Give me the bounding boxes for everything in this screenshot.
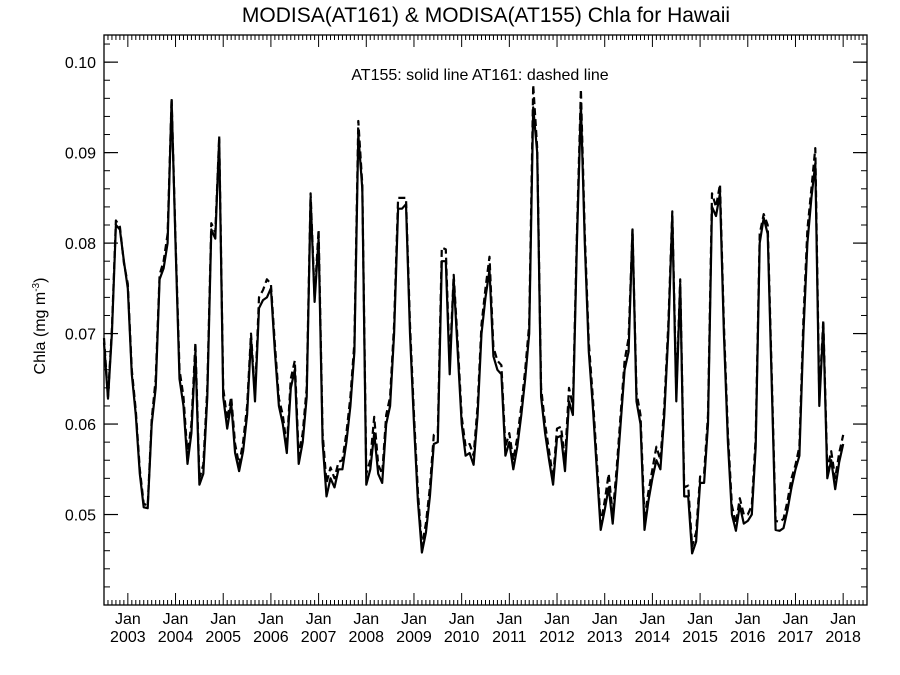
y-tick-label: 0.05 xyxy=(65,508,96,525)
x-tick-year-label: 2018 xyxy=(825,629,861,646)
x-tick-month-label: Jan xyxy=(258,611,284,628)
ticks-layer: 0.050.060.070.080.090.10Jan2003Jan2004Ja… xyxy=(65,35,867,646)
x-tick-month-label: Jan xyxy=(449,611,475,628)
x-tick-month-label: Jan xyxy=(783,611,809,628)
x-tick-month-label: Jan xyxy=(306,611,332,628)
x-tick-year-label: 2011 xyxy=(492,629,527,646)
y-tick-label: 0.06 xyxy=(65,417,96,434)
chart-title: MODISA(AT161) & MODISA(AT155) Chla for H… xyxy=(242,4,730,27)
x-tick-year-label: 2015 xyxy=(682,629,718,646)
x-tick-year-label: 2009 xyxy=(396,629,432,646)
series-line-dashed xyxy=(102,83,845,548)
x-tick-year-label: 2008 xyxy=(348,629,384,646)
x-tick-year-label: 2014 xyxy=(635,629,671,646)
x-tick-month-label: Jan xyxy=(544,611,570,628)
x-tick-year-label: 2016 xyxy=(730,629,766,646)
x-tick-month-label: Jan xyxy=(735,611,761,628)
x-tick-month-label: Jan xyxy=(163,611,189,628)
series-line-solid xyxy=(102,99,845,555)
legend-text: AT155: solid line AT161: dashed line xyxy=(351,67,608,84)
y-axis-label-superscript: -3 xyxy=(31,282,42,291)
y-tick-label: 0.07 xyxy=(65,327,96,344)
y-axis-label-main: Chla (mg m xyxy=(32,292,49,375)
x-tick-year-label: 2005 xyxy=(205,629,241,646)
x-tick-year-label: 2004 xyxy=(158,629,194,646)
series-layer xyxy=(102,83,845,555)
x-tick-year-label: 2012 xyxy=(539,629,575,646)
x-tick-year-label: 2013 xyxy=(587,629,623,646)
x-tick-month-label: Jan xyxy=(687,611,713,628)
x-tick-month-label: Jan xyxy=(401,611,427,628)
y-tick-label: 0.09 xyxy=(65,146,96,163)
x-tick-month-label: Jan xyxy=(115,611,141,628)
x-tick-year-label: 2006 xyxy=(253,629,289,646)
y-axis-label: Chla (mg m-3) xyxy=(31,278,49,375)
x-tick-month-label: Jan xyxy=(592,611,618,628)
y-tick-label: 0.10 xyxy=(65,55,96,72)
x-tick-year-label: 2003 xyxy=(110,629,146,646)
x-tick-year-label: 2010 xyxy=(444,629,480,646)
y-axis-label-close: ) xyxy=(32,278,49,283)
x-tick-month-label: Jan xyxy=(353,611,379,628)
x-tick-month-label: Jan xyxy=(640,611,666,628)
y-tick-label: 0.08 xyxy=(65,236,96,253)
plot-frame xyxy=(103,34,868,606)
x-tick-month-label: Jan xyxy=(210,611,236,628)
x-tick-month-label: Jan xyxy=(830,611,856,628)
x-tick-year-label: 2007 xyxy=(301,629,337,646)
x-tick-year-label: 2017 xyxy=(778,629,814,646)
x-tick-month-label: Jan xyxy=(496,611,522,628)
